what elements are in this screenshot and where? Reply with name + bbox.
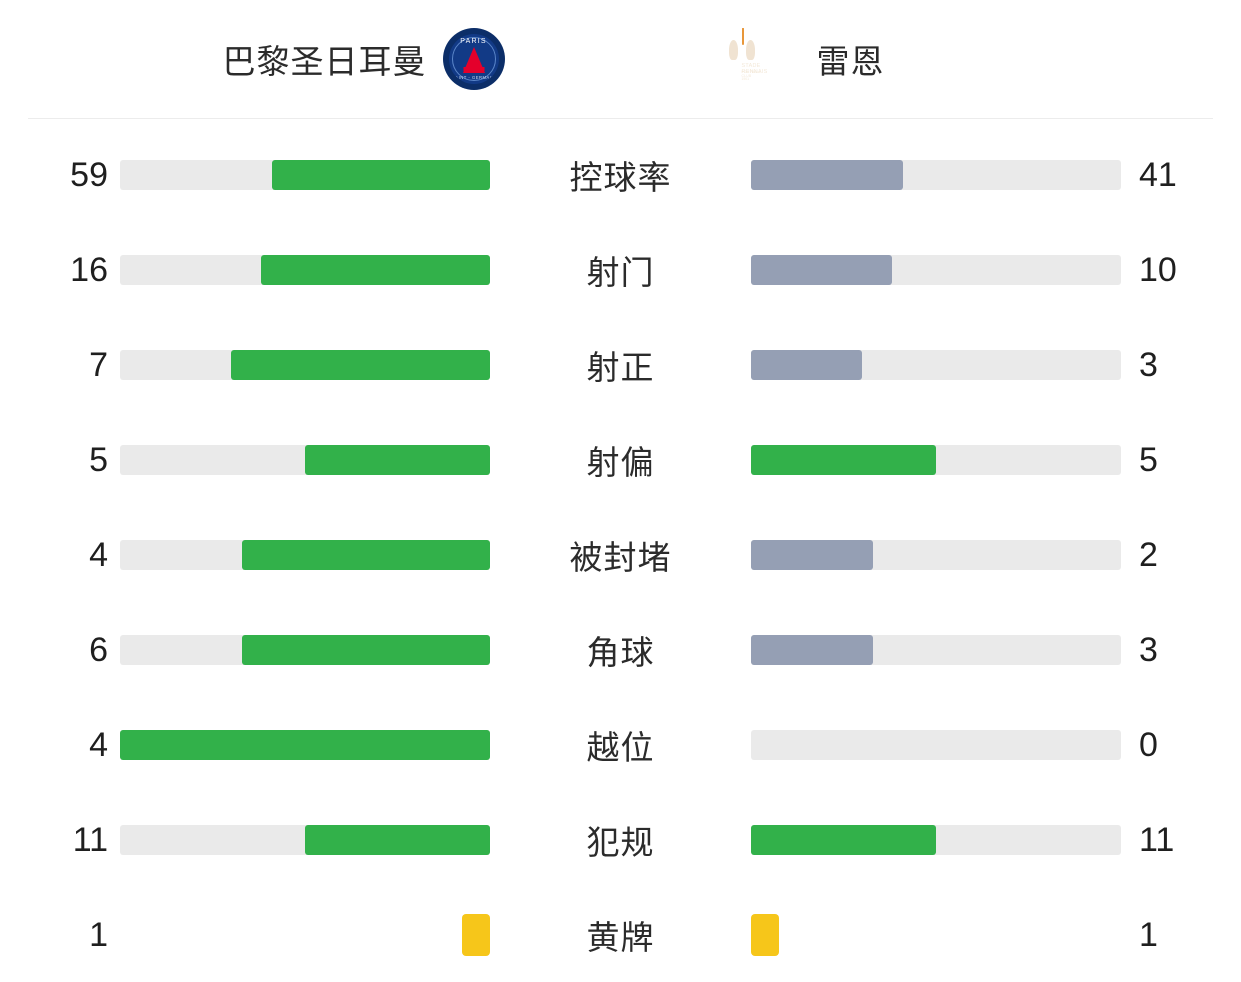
stat-label: 角球 — [586, 632, 655, 672]
home-bar — [120, 913, 490, 957]
home-team: 巴黎圣日耳曼 PARIS SAINT - GERMAIN — [195, 0, 505, 118]
away-value: 3 — [1139, 345, 1158, 384]
away-value: 41 — [1139, 155, 1177, 194]
stat-row: 4 越位 0 — [0, 697, 1241, 792]
home-bar — [120, 159, 490, 190]
away-bar — [751, 349, 1121, 380]
bar-fill — [751, 444, 936, 475]
home-value: 6 — [89, 630, 108, 669]
away-value: 3 — [1139, 630, 1158, 669]
home-value: 7 — [89, 345, 108, 384]
bar-fill — [751, 349, 862, 380]
stat-label: 被封堵 — [569, 537, 672, 577]
stat-row: 4 被封堵 2 — [0, 507, 1241, 602]
bar-fill — [120, 729, 490, 760]
stat-label: 越位 — [586, 727, 655, 767]
home-value: 4 — [89, 725, 108, 764]
home-value: 59 — [70, 155, 108, 194]
away-value: 11 — [1139, 820, 1175, 859]
away-bar — [751, 254, 1121, 285]
home-bar — [120, 349, 490, 380]
header-divider — [28, 118, 1213, 119]
away-team-name: 雷恩 — [816, 42, 885, 81]
bar-fill — [751, 539, 874, 570]
bar-fill — [751, 254, 892, 285]
bar-track — [751, 729, 1121, 760]
away-value: 10 — [1139, 250, 1177, 289]
stat-row: 59 控球率 41 — [0, 127, 1241, 222]
stat-label: 射偏 — [586, 442, 655, 482]
stat-row: 6 角球 3 — [0, 602, 1241, 697]
stat-label: 黄牌 — [586, 917, 655, 957]
away-team: STADE RENNAIS FOOTBALL CLUB 1901 雷恩 — [728, 0, 1047, 118]
home-value: 4 — [89, 535, 108, 574]
home-bar — [120, 539, 490, 570]
away-bar — [751, 824, 1121, 855]
psg-crest-bottom-text: SAINT - GERMAIN — [451, 75, 496, 80]
home-bar — [120, 444, 490, 475]
yellow-card-icon — [462, 913, 490, 956]
stat-row: 1 黄牌 1 — [0, 887, 1241, 982]
stat-label: 犯规 — [586, 822, 655, 862]
away-value: 0 — [1139, 725, 1158, 764]
bar-fill — [751, 159, 903, 190]
stat-row: 16 射门 10 — [0, 222, 1241, 317]
home-value: 16 — [70, 250, 108, 289]
away-bar — [751, 539, 1121, 570]
away-bar — [751, 159, 1121, 190]
bar-fill — [305, 444, 490, 475]
home-value: 1 — [89, 915, 108, 954]
away-bar — [751, 913, 1121, 957]
stat-label: 射门 — [586, 252, 655, 292]
stat-row: 5 射偏 5 — [0, 412, 1241, 507]
bar-fill — [231, 349, 490, 380]
yellow-card-icon — [751, 913, 779, 956]
psg-crest-icon: PARIS SAINT - GERMAIN — [442, 28, 505, 90]
home-value: 11 — [72, 820, 108, 859]
bar-fill — [242, 634, 490, 665]
home-bar — [120, 729, 490, 760]
bar-fill — [260, 254, 490, 285]
bar-fill — [751, 824, 936, 855]
stat-label: 射正 — [586, 347, 655, 387]
psg-crest-top-text: PARIS — [460, 38, 487, 45]
away-bar — [751, 729, 1121, 760]
stat-row: 7 射正 3 — [0, 317, 1241, 412]
home-value: 5 — [89, 440, 108, 479]
stat-label: 控球率 — [569, 157, 672, 197]
away-value: 1 — [1139, 915, 1158, 954]
teams-header: 巴黎圣日耳曼 PARIS SAINT - GERMAIN — [0, 0, 1241, 118]
bar-fill — [271, 159, 490, 190]
bar-fill — [751, 634, 874, 665]
home-bar — [120, 824, 490, 855]
away-bar — [751, 444, 1121, 475]
stat-row: 11 犯规 11 — [0, 792, 1241, 887]
bar-fill — [305, 824, 490, 855]
away-bar — [751, 634, 1121, 665]
away-value: 5 — [1139, 440, 1158, 479]
away-value: 2 — [1139, 535, 1158, 574]
stat-rows: 59 控球率 41 16 射门 10 7 射正 3 5 射偏 5 4 被封堵 2 6 角球 3 4 越位 0 11 犯规 11… — [0, 118, 1241, 982]
home-team-name: 巴黎圣日耳曼 — [222, 42, 427, 81]
rennes-crest-icon: STADE RENNAIS FOOTBALL CLUB 1901 — [728, 28, 799, 90]
home-bar — [120, 634, 490, 665]
home-bar — [120, 254, 490, 285]
bar-fill — [242, 539, 490, 570]
